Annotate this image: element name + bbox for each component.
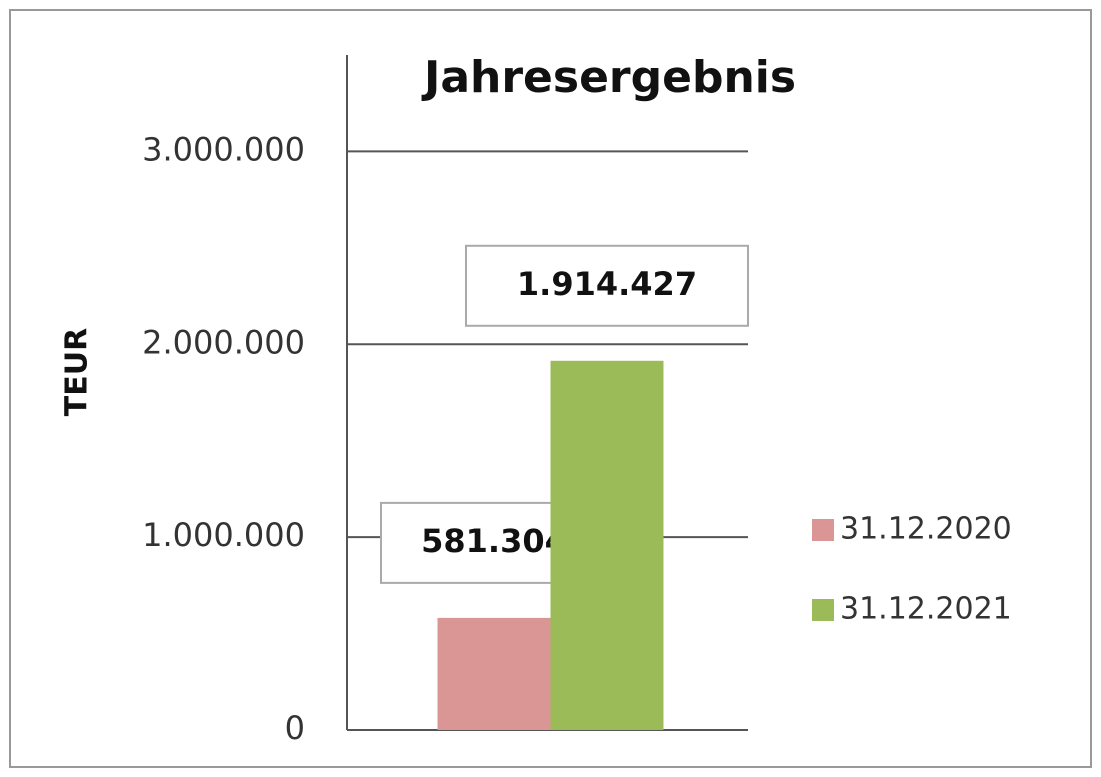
bar [437, 617, 551, 730]
legend-swatch [812, 599, 834, 621]
bar [550, 360, 664, 730]
data-label: 581.304 [421, 522, 567, 560]
legend-swatch [812, 519, 834, 541]
y-tick-label: 0 [285, 709, 305, 747]
y-tick-label: 2.000.000 [142, 323, 305, 361]
y-tick-label: 1.000.000 [142, 516, 305, 554]
legend-label: 31.12.2020 [840, 512, 1012, 547]
y-axis-label: TEUR [60, 328, 95, 416]
legend-label: 31.12.2021 [840, 592, 1012, 627]
data-label: 1.914.427 [517, 265, 697, 303]
data-label-box [465, 244, 749, 327]
chart-title: Jahresergebnis [421, 52, 796, 103]
y-tick-label: 3.000.000 [142, 130, 305, 168]
